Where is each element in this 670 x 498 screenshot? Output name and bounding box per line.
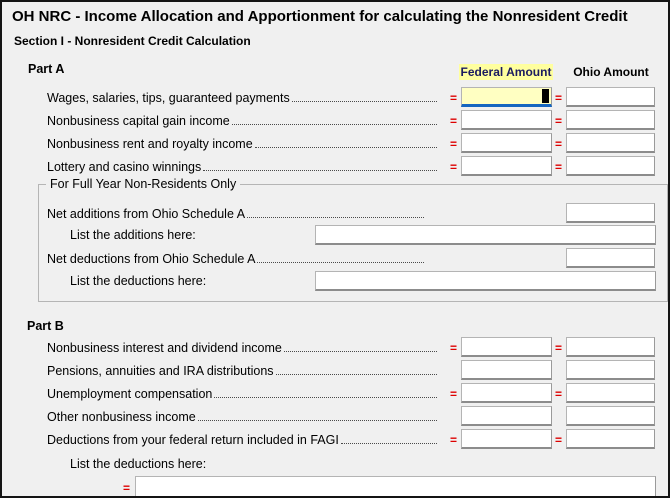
required-equals-icon: = [555, 91, 563, 105]
wages-federal-input[interactable] [461, 87, 552, 107]
lottery-federal-input[interactable] [461, 156, 552, 176]
dotted-leader [291, 101, 437, 102]
pensions-ohio-input[interactable] [566, 360, 655, 380]
row-label-rent-royalty: Nonbusiness rent and royalty income [47, 135, 439, 151]
dotted-leader [340, 443, 437, 444]
groupbox-legend: For Full Year Non-Residents Only [46, 177, 241, 191]
row-label-unemployment: Unemployment compensation [47, 385, 439, 401]
fagi-deductions-federal-input[interactable] [461, 429, 552, 449]
full-year-nonresidents-groupbox: For Full Year Non-Residents Only [38, 177, 668, 302]
row-label-fagi-deductions: Deductions from your federal return incl… [47, 431, 439, 447]
row-label-net-deductions: Net deductions from Ohio Schedule A [47, 250, 426, 266]
pensions-federal-input[interactable] [461, 360, 552, 380]
row-label-interest-dividend: Nonbusiness interest and dividend income [47, 339, 439, 355]
row-label-pensions: Pensions, annuities and IRA distribution… [47, 362, 439, 378]
rent-royalty-ohio-input[interactable] [566, 133, 655, 153]
row-label-net-additions: Net additions from Ohio Schedule A [47, 205, 426, 221]
required-equals-icon: = [555, 387, 563, 401]
dotted-leader [231, 124, 437, 125]
required-equals-icon: = [450, 433, 458, 447]
required-equals-icon: = [555, 433, 563, 447]
part-b-heading: Part B [27, 319, 64, 333]
unemployment-federal-input[interactable] [461, 383, 552, 403]
required-equals-icon: = [450, 114, 458, 128]
list-deductions-input[interactable] [315, 271, 656, 291]
required-equals-icon: = [450, 341, 458, 355]
dotted-leader [275, 374, 437, 375]
net-additions-input[interactable] [566, 203, 655, 223]
required-equals-icon: = [555, 160, 563, 174]
row-label-other-nonbusiness: Other nonbusiness income [47, 408, 439, 424]
ohio-amount-column-header: Ohio Amount [573, 65, 649, 79]
form-title: OH NRC - Income Allocation and Apportion… [12, 8, 628, 25]
row-label-wages: Wages, salaries, tips, guaranteed paymen… [47, 89, 439, 105]
row-label-capital-gain: Nonbusiness capital gain income [47, 112, 439, 128]
required-equals-icon: = [450, 160, 458, 174]
required-equals-icon: = [555, 137, 563, 151]
capital-gain-federal-input[interactable] [461, 110, 552, 130]
other-nonbusiness-ohio-input[interactable] [566, 406, 655, 426]
required-equals-icon: = [555, 114, 563, 128]
interest-dividend-ohio-input[interactable] [566, 337, 655, 357]
federal-amount-column-header: Federal Amount [459, 64, 553, 80]
dotted-leader [247, 217, 424, 218]
capital-gain-ohio-input[interactable] [566, 110, 655, 130]
unemployment-ohio-input[interactable] [566, 383, 655, 403]
dotted-leader [214, 397, 437, 398]
footer-list-deductions-input[interactable] [135, 476, 656, 496]
dotted-leader [283, 351, 437, 352]
dotted-leader [257, 262, 424, 263]
list-deductions-label: List the deductions here: [70, 274, 207, 288]
lottery-ohio-input[interactable] [566, 156, 655, 176]
part-a-heading: Part A [28, 62, 65, 76]
dotted-leader [197, 420, 437, 421]
required-equals-icon: = [450, 387, 458, 401]
interest-dividend-federal-input[interactable] [461, 337, 552, 357]
required-equals-icon: = [450, 137, 458, 151]
dotted-leader [254, 147, 437, 148]
row-label-lottery: Lottery and casino winnings [47, 158, 439, 174]
required-equals-icon: = [450, 91, 458, 105]
wages-ohio-input[interactable] [566, 87, 655, 107]
list-additions-label: List the additions here: [70, 228, 196, 242]
net-deductions-input[interactable] [566, 248, 655, 268]
list-additions-input[interactable] [315, 225, 656, 245]
dotted-leader [203, 170, 437, 171]
rent-royalty-federal-input[interactable] [461, 133, 552, 153]
footer-list-deductions-label: List the deductions here: [70, 457, 207, 471]
required-equals-icon: = [123, 481, 131, 495]
other-nonbusiness-federal-input[interactable] [461, 406, 552, 426]
required-equals-icon: = [555, 341, 563, 355]
fagi-deductions-ohio-input[interactable] [566, 429, 655, 449]
text-cursor [542, 89, 549, 103]
section-heading: Section I - Nonresident Credit Calculati… [14, 34, 251, 48]
